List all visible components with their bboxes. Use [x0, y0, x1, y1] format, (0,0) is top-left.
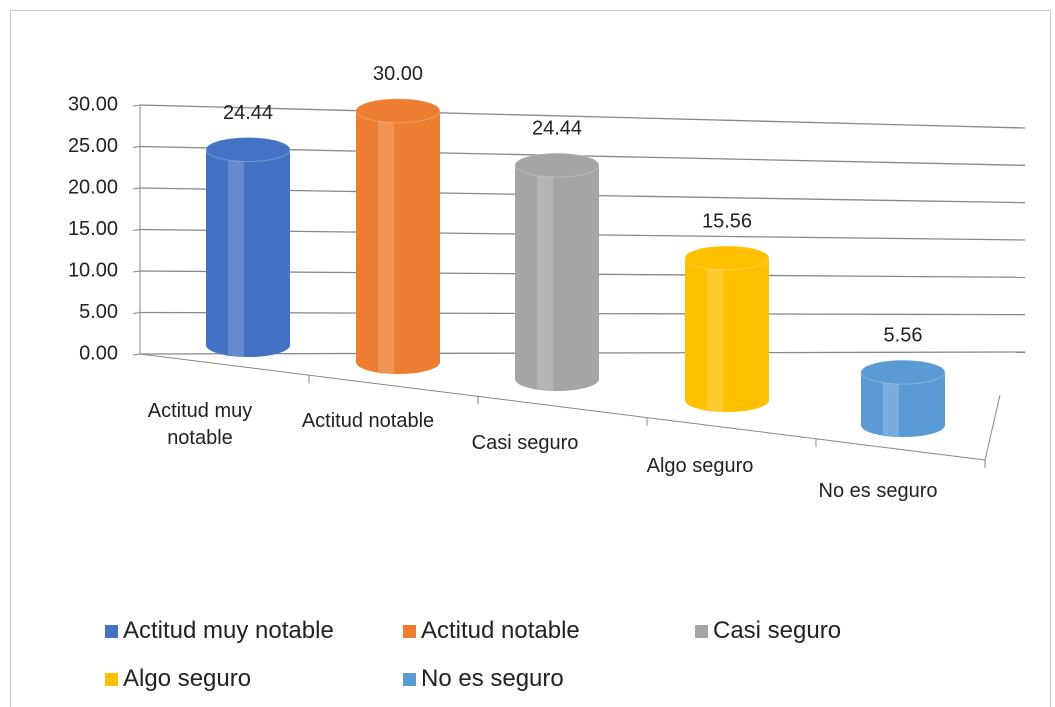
legend-swatch [695, 624, 708, 638]
bar-top [205, 136, 291, 162]
y-tick [132, 146, 141, 148]
value-label: 5.56 [884, 324, 923, 346]
bar-highlight [537, 171, 553, 391]
legend-label: Algo seguro [123, 665, 252, 692]
bar-shade [515, 165, 599, 391]
legend-entry: Actitud muy notable [105, 617, 334, 645]
bar-highlight [228, 155, 244, 357]
bar-highlight [378, 116, 394, 374]
y-tick [132, 312, 141, 314]
frame [10, 10, 1051, 707]
bar-shade [356, 110, 440, 374]
bar-top [514, 152, 600, 178]
value-label: 30.00 [373, 63, 423, 85]
y-tick [132, 229, 141, 231]
bar [355, 98, 441, 374]
bar-highlight [883, 378, 899, 437]
legend-entry: Casi seguro [695, 617, 841, 645]
x-tick-label: Actitud muy notable [147, 400, 253, 449]
y-tick [132, 104, 141, 107]
legend-swatch [403, 624, 416, 638]
y-tick-label: 5.00 [79, 301, 118, 323]
x-tick-label: Algo seguro [646, 455, 754, 477]
value-label: 15.56 [702, 210, 752, 232]
y-tick-label: 30.00 [68, 93, 118, 115]
bar-shade [685, 258, 769, 412]
y-tick [132, 187, 141, 190]
legend-swatch [403, 672, 416, 686]
y-tick [132, 270, 141, 273]
legend-label: Actitud muy notable [123, 617, 334, 644]
floor-edge [139, 353, 986, 461]
floor-edge [984, 394, 1001, 461]
legend-entry: No es seguro [403, 665, 564, 693]
value-label: 24.44 [532, 117, 582, 139]
x-tick-label: Actitud notable [301, 410, 435, 432]
bar [684, 245, 770, 412]
bar-shade [206, 149, 290, 357]
bar-top [355, 98, 441, 124]
legend-entry: Actitud notable [403, 617, 580, 645]
y-tick-label: 15.00 [68, 218, 118, 240]
legend-label: Actitud notable [421, 617, 580, 644]
x-tick-label: No es seguro [818, 480, 938, 502]
y-tick [132, 353, 141, 356]
x-tick-label: Casi seguro [471, 432, 579, 454]
bar [514, 152, 600, 391]
bar-highlight [707, 264, 723, 412]
grid-line [139, 104, 1026, 129]
bar-top [860, 359, 946, 385]
y-tick-label: 20.00 [68, 176, 118, 198]
bar-top [684, 245, 770, 271]
legend-entry: Algo seguro [105, 665, 251, 693]
legend-swatch [105, 624, 118, 638]
legend-label: No es seguro [421, 665, 564, 692]
y-tick-label: 10.00 [68, 259, 118, 281]
value-label: 24.44 [223, 102, 273, 124]
y-tick-label: 25.00 [68, 135, 118, 157]
y-tick-label: 0.00 [79, 342, 118, 364]
bar [205, 136, 291, 357]
bar [860, 359, 946, 437]
legend-swatch [105, 672, 118, 686]
bar-shade [861, 372, 945, 437]
legend-label: Casi seguro [713, 617, 842, 644]
